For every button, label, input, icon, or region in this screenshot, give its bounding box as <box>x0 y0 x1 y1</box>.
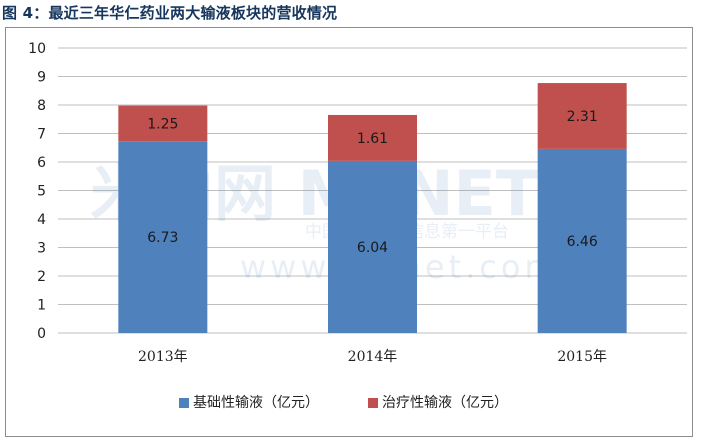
y-tick-label: 4 <box>37 212 46 228</box>
x-tick-label: 2015年 <box>557 349 607 365</box>
bar-segment-therapeutic <box>537 83 627 149</box>
bar-segment-therapeutic <box>328 114 417 161</box>
legend-item-therapeutic: 治疗性输液（亿元） <box>368 392 508 412</box>
data-label-basic: 6.04 <box>357 240 388 256</box>
x-tick-label: 2013年 <box>138 349 188 365</box>
legend-item-basic: 基础性输液（亿元） <box>179 392 319 412</box>
x-axis-tick-labels: 2013年 2014年 2015年 <box>138 349 607 365</box>
y-tick-label: 9 <box>37 70 46 86</box>
legend-swatch-basic <box>179 398 189 408</box>
data-label-therapeutic: 2.31 <box>567 109 598 125</box>
y-tick-label: 5 <box>37 184 46 200</box>
legend-swatch-therapeutic <box>368 398 378 408</box>
data-label-basic: 6.46 <box>567 234 598 250</box>
legend-label-basic: 基础性输液（亿元） <box>193 395 319 411</box>
x-tick-label: 2014年 <box>348 349 398 365</box>
data-label-basic: 6.73 <box>147 230 178 246</box>
y-tick-label: 10 <box>28 41 46 57</box>
y-tick-label: 6 <box>37 155 46 171</box>
y-tick-label: 1 <box>37 298 46 314</box>
bar-segment-basic <box>537 148 627 333</box>
y-tick-label: 8 <box>37 98 46 114</box>
y-tick-label: 0 <box>37 326 46 342</box>
y-tick-label: 7 <box>37 127 46 143</box>
bar-segment-basic <box>118 141 208 333</box>
y-tick-label: 3 <box>37 241 46 257</box>
bars: 6.73 1.25 6.04 1.61 6.46 2.31 <box>118 83 627 333</box>
y-axis-tick-labels: 0 1 2 3 4 5 6 7 8 9 10 <box>28 41 46 342</box>
y-tick-label: 2 <box>37 269 46 285</box>
figure-title: 图 4：最近三年华仁药业两大输液板块的营收情况 <box>2 4 338 22</box>
legend-label-therapeutic: 治疗性输液（亿元） <box>382 395 508 411</box>
data-label-therapeutic: 1.61 <box>357 131 388 147</box>
legend: 基础性输液（亿元） 治疗性输液（亿元） <box>0 392 702 414</box>
bar-segment-therapeutic <box>118 105 208 142</box>
data-label-therapeutic: 1.25 <box>147 116 178 132</box>
bar-segment-basic <box>328 160 417 333</box>
